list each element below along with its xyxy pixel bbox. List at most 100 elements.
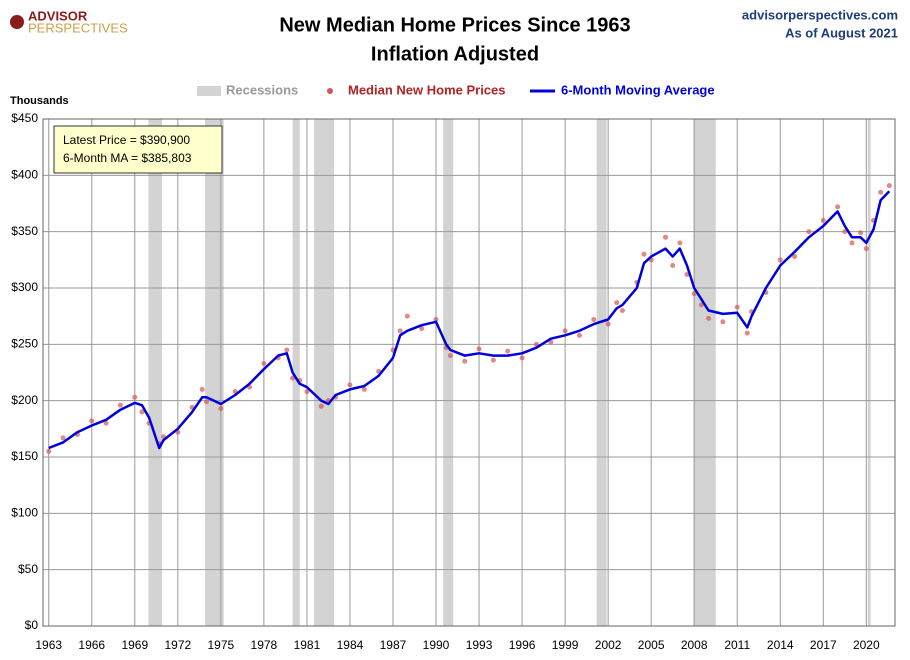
price-point <box>641 251 647 257</box>
recession-band <box>205 119 224 626</box>
moving-average-line <box>48 190 891 450</box>
price-point <box>490 357 496 363</box>
x-tick-label: 1993 <box>466 638 493 652</box>
price-point <box>614 300 620 306</box>
y-tick-label: $300 <box>11 280 38 294</box>
price-point <box>878 189 884 195</box>
price-point <box>562 328 568 334</box>
price-point <box>842 229 848 235</box>
price-point <box>619 308 625 314</box>
y-tick-label: $200 <box>11 393 38 407</box>
price-point <box>792 253 798 259</box>
price-point <box>505 348 511 354</box>
price-point <box>663 234 669 240</box>
price-point <box>199 386 205 392</box>
price-point <box>218 406 224 412</box>
price-point <box>691 291 697 297</box>
price-point <box>576 332 582 338</box>
price-point <box>863 246 869 252</box>
recession-band <box>292 119 300 626</box>
legend-swatch <box>197 86 221 96</box>
price-point <box>361 386 367 392</box>
x-tick-label: 1987 <box>380 638 407 652</box>
as-of-date: As of August 2021 <box>785 25 898 40</box>
x-tick-label: 1975 <box>208 638 235 652</box>
y-axis-label: Thousands <box>10 95 69 107</box>
y-tick-label: $100 <box>11 506 38 520</box>
price-point <box>670 262 676 268</box>
price-point <box>447 353 453 359</box>
price-point <box>706 315 712 321</box>
x-tick-label: 1966 <box>78 638 105 652</box>
recession-band <box>693 119 716 626</box>
x-tick-label: 1963 <box>35 638 62 652</box>
price-point <box>591 317 597 323</box>
price-point <box>849 240 855 246</box>
price-point <box>744 330 750 336</box>
price-point <box>103 420 109 426</box>
x-tick-label: 1990 <box>423 638 450 652</box>
price-point <box>318 403 324 409</box>
y-tick-label: $400 <box>11 168 38 182</box>
legend-label: 6-Month Moving Average <box>561 82 715 97</box>
x-tick-label: 1981 <box>294 638 321 652</box>
price-point <box>858 230 864 236</box>
price-point <box>777 257 783 263</box>
price-point <box>46 448 52 454</box>
price-point <box>677 240 683 246</box>
logo-line2: PERSPECTIVES <box>28 20 128 35</box>
price-point <box>462 358 468 364</box>
x-tick-label: 1996 <box>509 638 536 652</box>
price-point <box>476 346 482 352</box>
x-tick-label: 2020 <box>853 638 880 652</box>
price-point <box>519 355 525 361</box>
recession-band <box>148 119 163 626</box>
price-point <box>139 409 145 415</box>
annotation-box <box>53 125 223 174</box>
x-tick-label: 2014 <box>767 638 794 652</box>
price-point <box>698 302 704 308</box>
y-tick-label: $0 <box>25 618 39 632</box>
annotation-text: 6-Month MA = $385,803 <box>63 151 192 165</box>
x-tick-label: 1999 <box>552 638 579 652</box>
price-point <box>419 326 425 332</box>
price-point <box>89 418 95 424</box>
price-point <box>261 360 267 366</box>
price-point <box>60 435 66 441</box>
recession-band <box>867 119 871 626</box>
x-tick-label: 1984 <box>337 638 364 652</box>
legend-label: Median New Home Prices <box>348 82 506 97</box>
chart-subtitle: Inflation Adjusted <box>371 43 539 65</box>
recession-band <box>443 119 454 626</box>
chart-title: New Median Home Prices Since 1963 <box>279 14 630 36</box>
price-point <box>734 304 740 310</box>
price-point <box>720 319 726 325</box>
legend-swatch <box>327 88 333 94</box>
price-point <box>433 317 439 323</box>
y-tick-label: $450 <box>11 111 38 125</box>
x-tick-label: 2005 <box>638 638 665 652</box>
plot-frame <box>42 118 896 627</box>
y-tick-label: $350 <box>11 224 38 238</box>
x-tick-label: 2011 <box>724 638 750 652</box>
price-point <box>886 183 892 189</box>
y-tick-label: $150 <box>11 449 38 463</box>
site: advisorperspectives.com <box>742 7 898 22</box>
price-point <box>347 382 353 388</box>
price-point <box>132 394 138 400</box>
y-tick-label: $250 <box>11 337 38 351</box>
x-tick-label: 1969 <box>121 638 148 652</box>
recession-band <box>314 119 335 626</box>
price-point <box>820 217 826 223</box>
legend-label: Recessions <box>226 82 298 97</box>
recession-band <box>596 119 607 626</box>
logo-icon <box>10 15 24 29</box>
logo-line1: ADVISOR <box>28 8 88 23</box>
price-point <box>290 375 296 381</box>
price-point <box>605 321 611 327</box>
annotation-text: Latest Price = $390,900 <box>63 133 190 147</box>
x-tick-label: 2017 <box>810 638 837 652</box>
price-point <box>835 204 841 210</box>
